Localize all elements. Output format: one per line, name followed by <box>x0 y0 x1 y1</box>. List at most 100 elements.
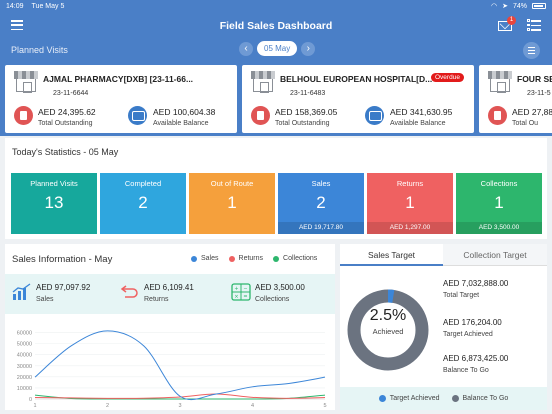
target-achieved-value: AED 176,204.00 <box>443 318 502 327</box>
total-target-label: Total Target <box>443 292 480 299</box>
customer-card[interactable]: FOUR SE 23-11-5 AED 27,88 Total Ou <box>479 65 552 133</box>
list-view-button[interactable] <box>523 42 540 59</box>
target-donut-chart <box>347 289 429 371</box>
tile-label: Out of Route <box>210 179 254 188</box>
notifications-button[interactable]: 1 <box>498 16 516 32</box>
svg-text:+: + <box>234 286 238 292</box>
available-balance-label: Available Balance <box>153 120 209 127</box>
legend-item[interactable]: Sales <box>191 255 219 262</box>
legend-item[interactable]: Collections <box>273 255 317 262</box>
return-arrow-icon <box>120 285 138 298</box>
current-date[interactable]: 05 May <box>257 41 298 56</box>
tile-amount: AED 1,297.00 <box>367 222 453 234</box>
tile-amount: AED 3,500.00 <box>456 222 542 234</box>
summary-value: AED 3,500.00 <box>255 283 305 292</box>
tile-value: 2 <box>138 193 148 212</box>
total-outstanding-label: Total Outstanding <box>275 120 330 127</box>
legend-label: Collections <box>283 255 318 262</box>
overdue-badge: Overdue <box>431 73 464 82</box>
chart-legend: Sales Returns Collections <box>191 255 317 262</box>
customer-code: 23-11-5 <box>527 90 551 97</box>
top-navbar: Field Sales Dashboard 1 <box>0 12 552 39</box>
achieved-percent: 2.5% <box>369 307 407 324</box>
balance-to-go-label: Balance To Go <box>443 367 489 374</box>
tile-label: Collections <box>480 179 518 188</box>
menu-icon[interactable] <box>11 20 23 30</box>
tile-value: 13 <box>44 193 64 212</box>
planned-visits-label: Planned Visits <box>11 45 68 55</box>
total-outstanding-value: AED 27,88 <box>512 107 552 117</box>
tile-planned-visits[interactable]: Planned Visits 13 <box>11 173 97 234</box>
y-tick-label: 0 <box>29 397 32 403</box>
status-bar: 14:09 Tue May 5 ◠ ➤ 74% <box>0 0 552 12</box>
battery-icon <box>532 3 546 9</box>
next-date-button[interactable]: › <box>301 41 316 56</box>
tab-collection-target[interactable]: Collection Target <box>443 244 547 266</box>
tile-returns[interactable]: Returns 1 AED 1,297.00 <box>367 173 453 234</box>
x-tick-label: 5 <box>323 403 326 409</box>
legend-label: Target Achieved <box>389 395 440 402</box>
tile-sales[interactable]: Sales 2 AED 19,717.80 <box>278 173 364 234</box>
invoice-icon <box>14 106 33 125</box>
x-tick-label: 3 <box>178 403 181 409</box>
todays-statistics-panel: Today's Statistics - 05 May Planned Visi… <box>5 138 547 239</box>
customer-card[interactable]: AJMAL PHARMACY[DXB] [23-11-66... 23-11-6… <box>5 65 237 133</box>
invoice-icon <box>488 106 507 125</box>
svg-text:−: − <box>243 286 247 292</box>
summary-label: Sales <box>36 296 54 303</box>
customer-card[interactable]: BELHOUL EUROPEAN HOSPITAL[D... Overdue 2… <box>242 65 474 133</box>
tile-completed[interactable]: Completed 2 <box>100 173 186 234</box>
customer-name: BELHOUL EUROPEAN HOSPITAL[D... <box>280 74 433 84</box>
legend-dot <box>191 255 197 262</box>
x-tick-label: 1 <box>33 403 36 409</box>
donut-achieved-arc <box>347 289 429 371</box>
customer-code: 23-11-6644 <box>53 90 89 97</box>
legend-dot <box>378 395 386 402</box>
checklist-icon[interactable] <box>527 19 541 31</box>
total-outstanding-label: Total Ou <box>512 120 539 127</box>
tile-value: 2 <box>316 193 326 212</box>
status-time: 14:09 <box>6 2 24 10</box>
tab-sales-target[interactable]: Sales Target <box>340 244 443 266</box>
sales-summary: AED 97,097.92 Sales AED 6,109.41 Returns… <box>5 274 335 314</box>
tile-value: 1 <box>405 193 415 212</box>
tile-label: Planned Visits <box>30 179 78 188</box>
series-line-sales <box>34 330 326 400</box>
svg-text:=: = <box>243 294 247 300</box>
tile-amount: AED 19,717.80 <box>278 222 364 234</box>
prev-date-button[interactable]: ‹ <box>239 41 253 56</box>
tile-label: Returns <box>396 179 424 188</box>
calculator-icon: + − × = <box>231 283 251 301</box>
store-icon <box>488 71 512 93</box>
summary-value: AED 97,097.92 <box>36 283 91 292</box>
available-balance-value: AED 341,630.95 <box>390 107 453 117</box>
location-icon: ➤ <box>502 3 508 10</box>
legend-label: Balance To Go <box>462 395 509 402</box>
notification-badge: 1 <box>507 16 516 25</box>
legend-item[interactable]: Balance To Go <box>451 395 509 402</box>
legend-dot <box>273 255 280 262</box>
legend-item[interactable]: Returns <box>228 255 264 262</box>
store-icon <box>14 71 38 93</box>
wifi-icon: ◠ <box>491 3 498 10</box>
target-achieved-label: Target Achieved <box>443 331 493 338</box>
customer-name: FOUR SE <box>517 74 552 84</box>
tile-value: 1 <box>227 193 237 212</box>
legend-label: Returns <box>238 255 264 262</box>
tile-out-of-route[interactable]: Out of Route 1 <box>189 173 275 234</box>
target-legend: Target Achieved Balance To Go <box>340 387 547 410</box>
y-tick-label: 30000 <box>17 364 32 370</box>
planned-visits-bar: Planned Visits ‹ 05 May › <box>0 39 552 61</box>
y-tick-label: 10000 <box>17 386 32 392</box>
legend-label: Sales <box>201 255 219 262</box>
achieved-label: Achieved <box>372 327 404 336</box>
tile-collections[interactable]: Collections 1 AED 3,500.00 <box>456 173 542 234</box>
battery-percent: 74% <box>512 2 527 10</box>
tile-label: Sales <box>311 179 331 188</box>
total-outstanding-value: AED 24,395.62 <box>38 107 96 117</box>
summary-label: Collections <box>255 296 290 303</box>
invoice-icon <box>251 106 270 125</box>
mail-icon <box>498 21 512 31</box>
legend-item[interactable]: Target Achieved <box>378 395 440 402</box>
wallet-icon <box>128 106 147 125</box>
